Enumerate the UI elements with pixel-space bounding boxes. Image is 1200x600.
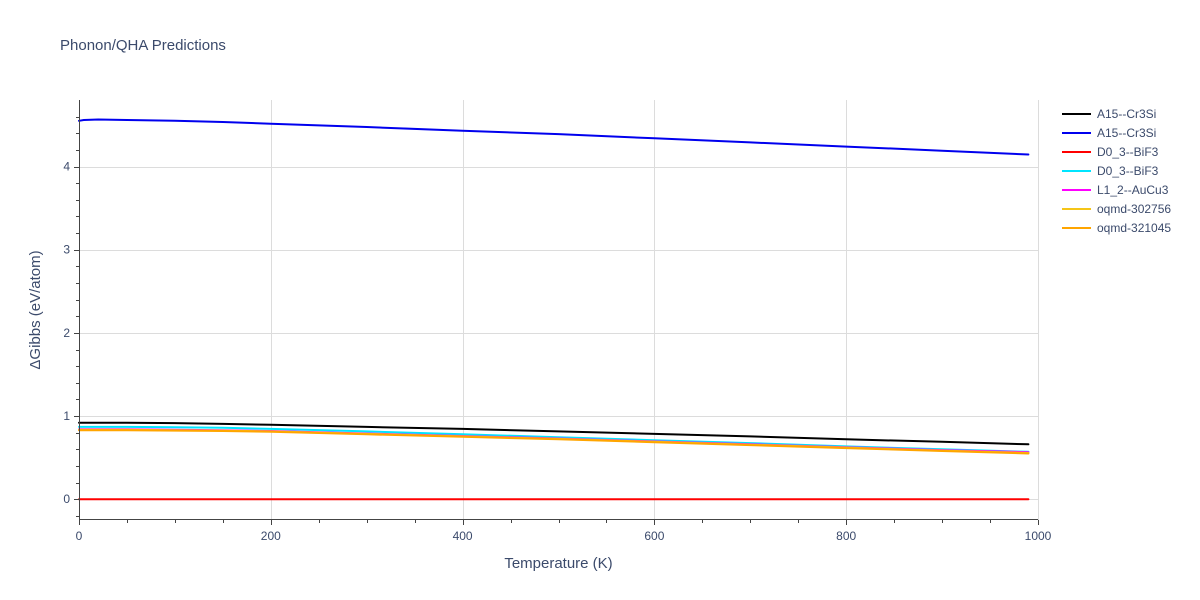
legend-label: D0_3--BiF3 <box>1097 164 1159 178</box>
legend-label: oqmd-321045 <box>1097 221 1171 235</box>
y-tick-label: 2 <box>63 326 70 340</box>
y-axis-title: ΔGibbs (eV/atom) <box>27 250 44 369</box>
series-line-2 <box>78 118 1030 156</box>
y-tick-label: 4 <box>63 160 70 174</box>
y-tick-label: 0 <box>63 492 70 506</box>
x-tick-label: 0 <box>76 529 83 543</box>
x-tick-label: 600 <box>644 529 664 543</box>
series-line-1 <box>78 421 1030 446</box>
legend-label: L1_2--AuCu3 <box>1097 183 1169 197</box>
y-tick-label: 1 <box>63 409 70 423</box>
x-tick-label: 1000 <box>1025 529 1052 543</box>
chart-title: Phonon/QHA Predictions <box>60 37 226 54</box>
legend-label: A15--Cr3Si <box>1097 126 1156 140</box>
x-tick-label: 200 <box>261 529 281 543</box>
y-tick-label: 3 <box>63 243 70 257</box>
legend-label: A15--Cr3Si <box>1097 107 1156 121</box>
x-axis-title: Temperature (K) <box>504 555 612 572</box>
legend-label: D0_3--BiF3 <box>1097 145 1159 159</box>
y-ticks: 0 1 2 3 4 <box>63 117 79 517</box>
x-ticks: 0 200 400 600 800 1000 <box>76 520 1052 543</box>
series-line-7 <box>78 429 1030 455</box>
x-tick-label: 400 <box>453 529 473 543</box>
axes <box>79 100 1038 520</box>
series-lines <box>78 118 1030 501</box>
legend: A15--Cr3Si A15--Cr3Si D0_3--BiF3 D0_3--BiF3… <box>1062 107 1171 235</box>
x-tick-label: 800 <box>836 529 856 543</box>
legend-label: oqmd-302756 <box>1097 202 1171 216</box>
